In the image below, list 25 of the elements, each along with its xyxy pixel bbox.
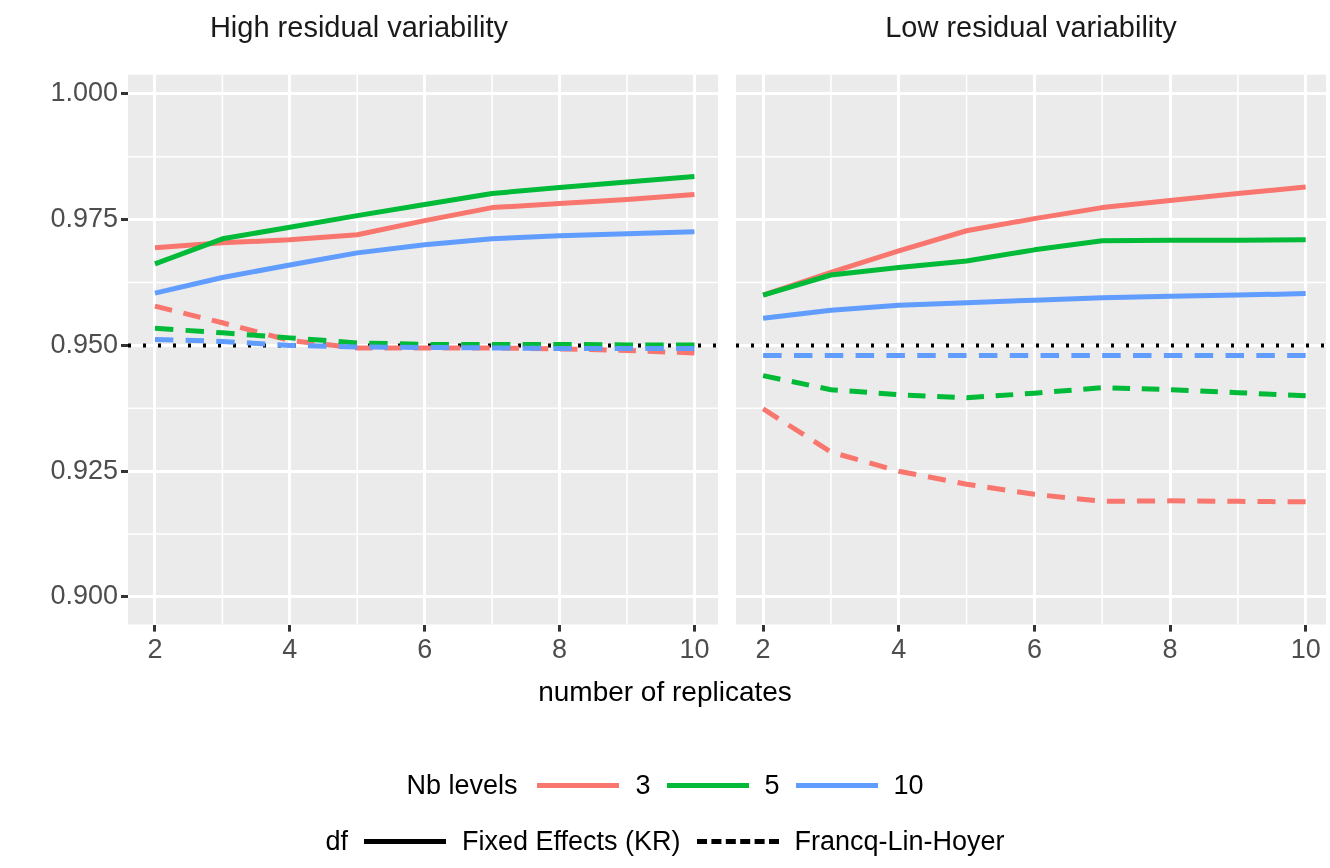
text: Fixed Effects (KR) bbox=[461, 826, 681, 857]
x-tick-label: 6 bbox=[417, 634, 433, 665]
x-tick-label: 8 bbox=[1162, 634, 1178, 665]
x-tick-label: 6 bbox=[1026, 634, 1042, 665]
legend-label: 3 bbox=[635, 770, 651, 801]
x-tick-label: 4 bbox=[891, 634, 907, 665]
x-tick-label: 10 bbox=[1290, 634, 1321, 665]
y-tick-label: 0.925 bbox=[50, 454, 118, 485]
text: df bbox=[325, 826, 348, 857]
x-tick-label: 2 bbox=[755, 634, 771, 665]
legend-label: 5 bbox=[764, 770, 780, 801]
y-tick-label: 1.000 bbox=[50, 77, 118, 108]
x-tick-label: 10 bbox=[679, 634, 710, 665]
chart-title: High residual variability bbox=[209, 11, 509, 44]
chart-title: Low residual variability bbox=[885, 11, 1178, 44]
legend-label: 10 bbox=[893, 770, 924, 801]
x-tick-label: 4 bbox=[282, 634, 298, 665]
x-axis-title: number of replicates bbox=[537, 676, 793, 708]
y-tick-label: 0.975 bbox=[50, 203, 118, 234]
y-tick-label: 0.950 bbox=[50, 328, 118, 359]
x-tick-label: 2 bbox=[147, 634, 163, 665]
text: Francq-Lin-Hoyer bbox=[794, 826, 1005, 857]
x-tick-label: 8 bbox=[552, 634, 568, 665]
legend-title: Nb levels bbox=[406, 770, 518, 801]
y-tick-label: 0.900 bbox=[50, 580, 118, 611]
